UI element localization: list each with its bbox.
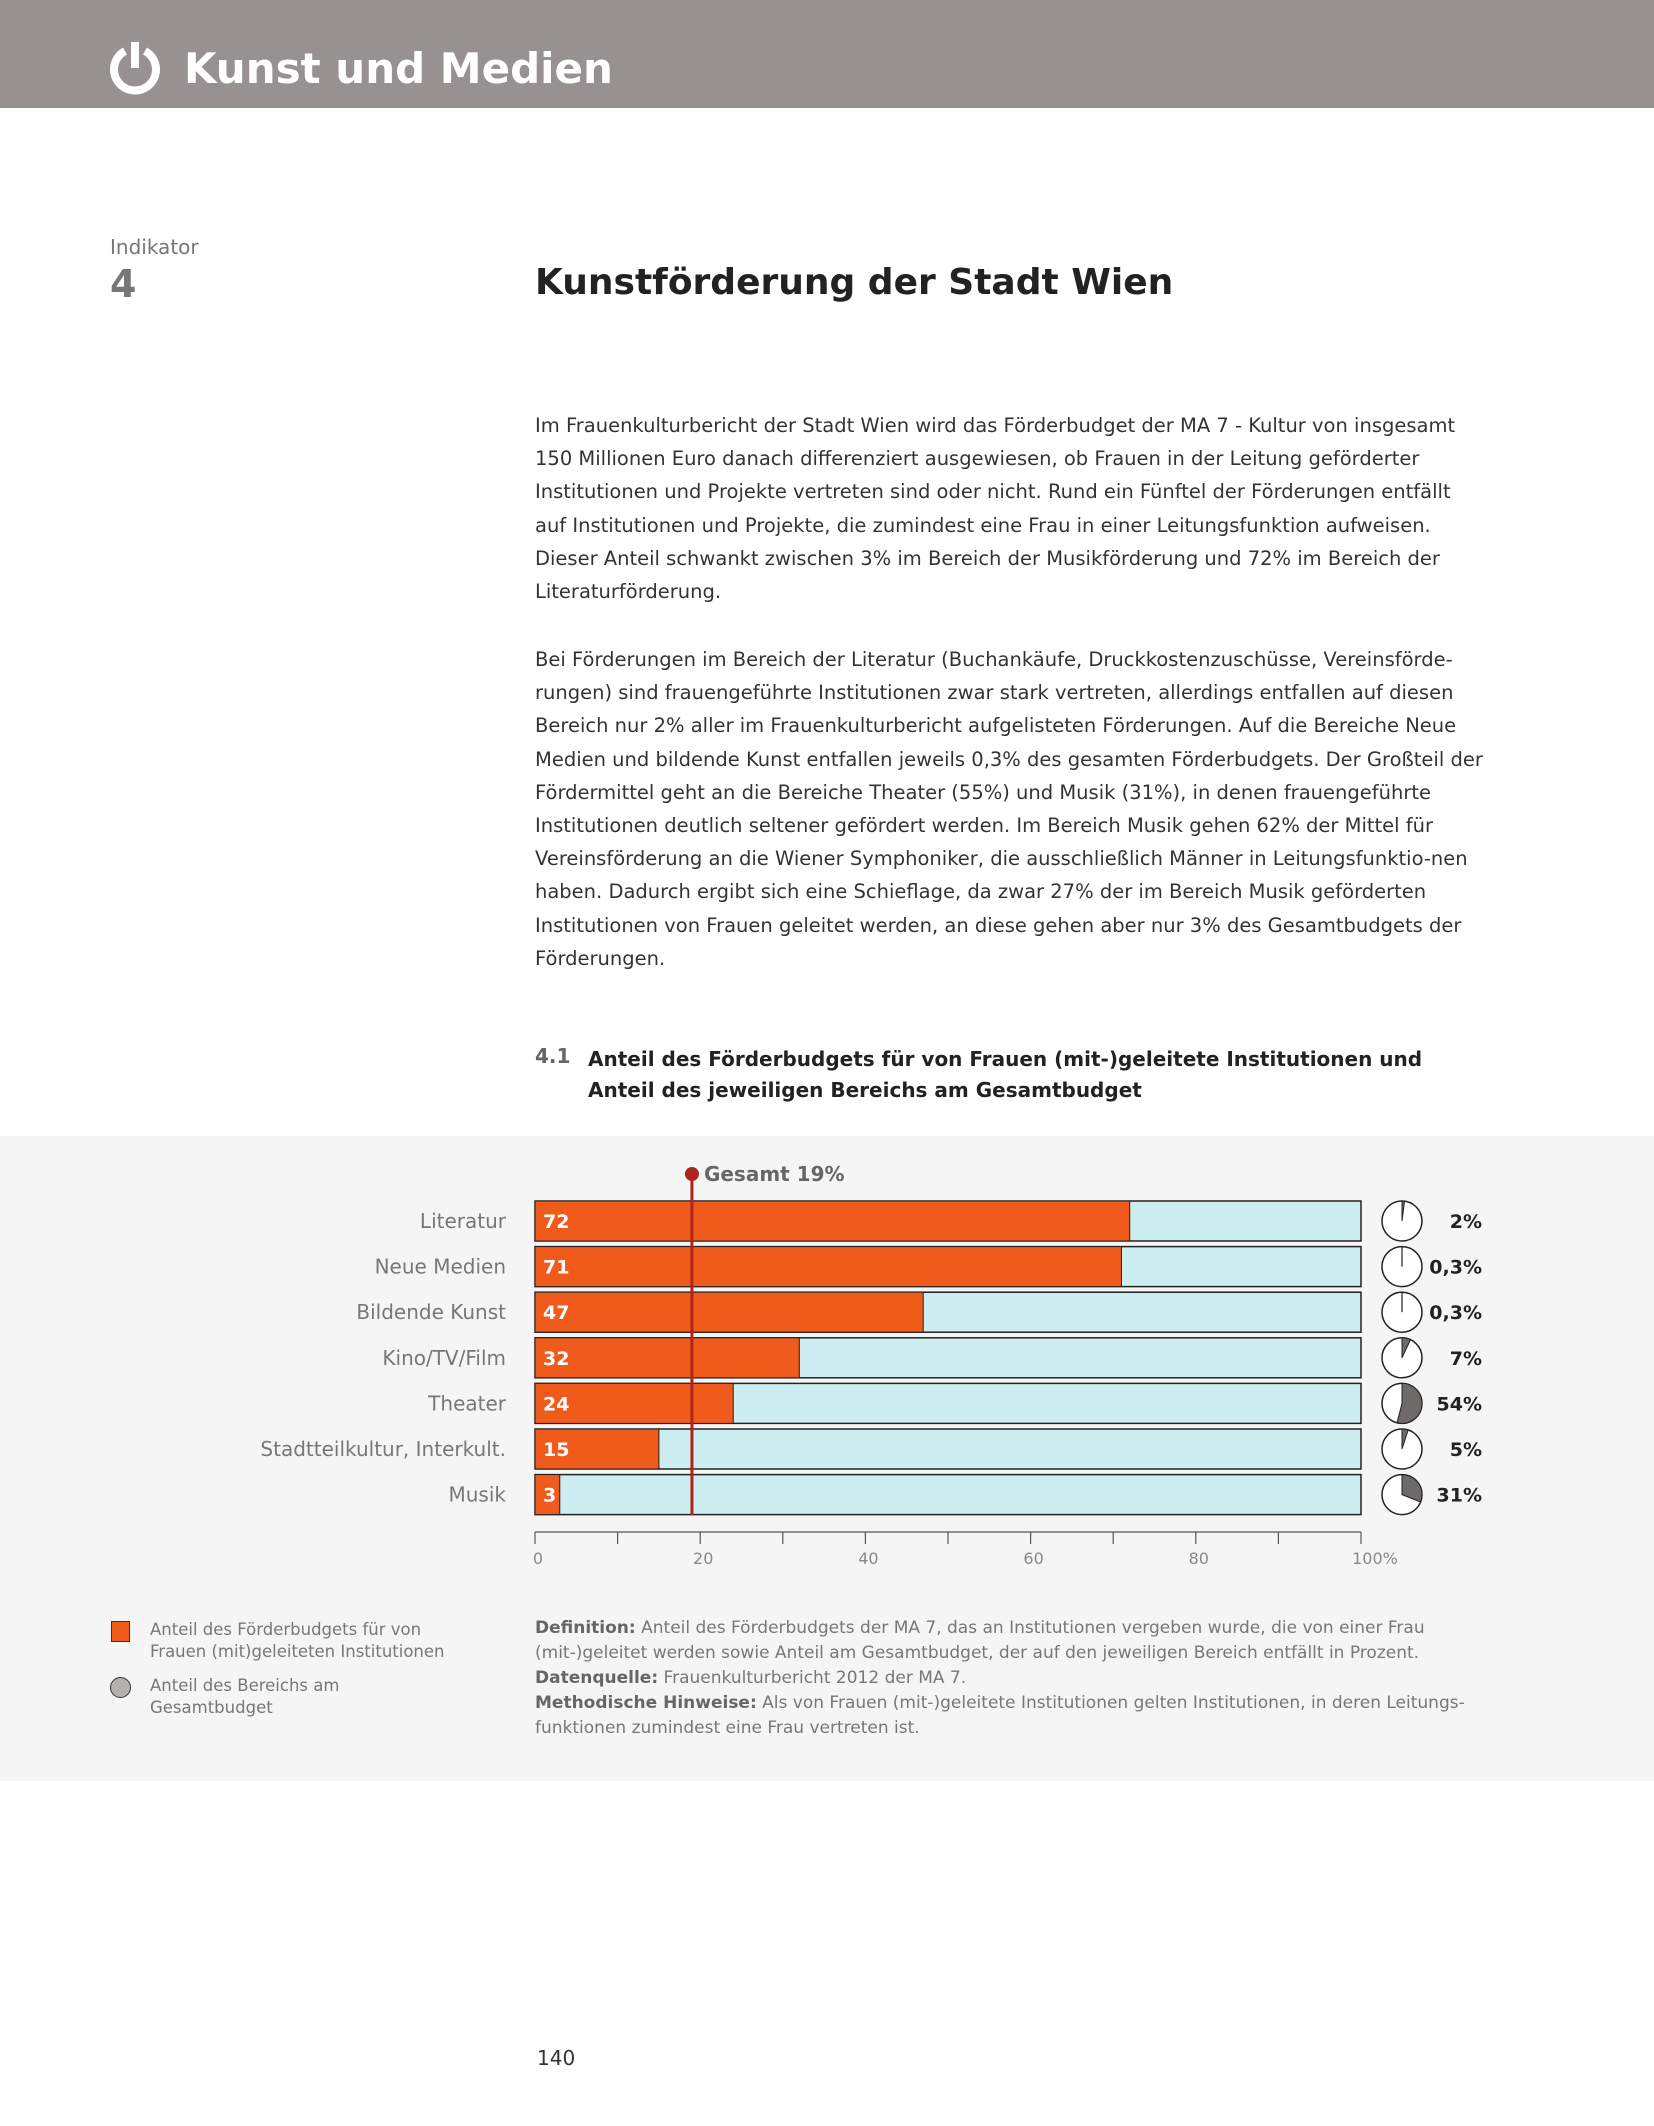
bar bbox=[534, 1382, 734, 1424]
x-tick-label: 100% bbox=[1352, 1549, 1398, 1568]
x-tick-label: 20 bbox=[693, 1549, 713, 1568]
bar bbox=[534, 1246, 1122, 1288]
source-text: Frauenkulturbericht 2012 der MA 7. bbox=[658, 1668, 967, 1688]
pie-value-label: 31% bbox=[1437, 1485, 1482, 1507]
bar-value-label: 3 bbox=[543, 1485, 556, 1507]
legend-swatch-bar bbox=[111, 1621, 130, 1642]
bar bbox=[534, 1200, 1131, 1242]
bar-value-label: 71 bbox=[543, 1257, 569, 1279]
pie-value-label: 54% bbox=[1437, 1393, 1482, 1415]
category-label: Neue Medien bbox=[375, 1255, 506, 1279]
pie-slice bbox=[1401, 1428, 1409, 1450]
legend-label-pie: Anteil des Bereichs am Gesamtbudget bbox=[150, 1676, 340, 1717]
section-title: Kunst und Medien bbox=[184, 44, 613, 93]
legend-label-bar: Anteil des Förderbudgets für von Frauen … bbox=[150, 1620, 445, 1661]
x-tick-label: 40 bbox=[858, 1549, 878, 1568]
definition-label: Definition: bbox=[535, 1618, 636, 1638]
category-label: Stadtteilkultur, Interkult. bbox=[260, 1437, 506, 1461]
legend-swatch-pie bbox=[110, 1677, 131, 1698]
chart-number: 4.1 bbox=[535, 1044, 571, 1068]
indicator-label: Indikator bbox=[110, 235, 199, 259]
pie-value-label: 5% bbox=[1450, 1439, 1482, 1461]
bar-value-label: 47 bbox=[543, 1302, 569, 1324]
bar-value-label: 15 bbox=[543, 1439, 569, 1461]
bar-remainder bbox=[534, 1473, 1362, 1516]
page-title: Kunstförderung der Stadt Wien bbox=[535, 262, 1174, 303]
bar-value-label: 24 bbox=[543, 1393, 569, 1415]
category-label: Literatur bbox=[420, 1209, 507, 1233]
method-label: Methodische Hinweise: bbox=[535, 1693, 757, 1713]
definition-text: Anteil des Förderbudgets der MA 7, das a… bbox=[535, 1618, 1425, 1663]
bar bbox=[534, 1337, 800, 1379]
x-tick-label: 60 bbox=[1023, 1549, 1043, 1568]
paragraph: Im Frauenkulturbericht der Stadt Wien wi… bbox=[535, 414, 1456, 604]
x-tick-label: 80 bbox=[1189, 1549, 1209, 1568]
category-label: Kino/TV/Film bbox=[382, 1346, 506, 1370]
power-icon bbox=[110, 42, 160, 95]
category-label: Theater bbox=[427, 1391, 507, 1415]
pie-value-label: 7% bbox=[1450, 1348, 1482, 1370]
x-tick-label: 0 bbox=[533, 1549, 543, 1568]
pie-slice bbox=[1401, 1474, 1423, 1503]
bar-value-label: 72 bbox=[543, 1211, 569, 1233]
pie-slice bbox=[1401, 1337, 1412, 1359]
source-label: Datenquelle: bbox=[535, 1668, 659, 1688]
indicator-number: 4 bbox=[110, 262, 137, 306]
method-text: Als von Frauen (mit-)geleitete Instituti… bbox=[535, 1693, 1465, 1738]
bar-remainder bbox=[534, 1428, 1362, 1470]
pie-value-label: 2% bbox=[1450, 1211, 1482, 1233]
category-label: Musik bbox=[449, 1483, 507, 1507]
category-label: Bildende Kunst bbox=[356, 1300, 506, 1324]
section-header: Kunst und Medien bbox=[0, 0, 1654, 108]
pie-value-label: 0,3% bbox=[1429, 1302, 1482, 1324]
bar bbox=[534, 1474, 561, 1516]
pie-slice bbox=[1396, 1382, 1423, 1424]
reference-marker bbox=[684, 1167, 699, 1181]
pie-slice bbox=[1401, 1200, 1406, 1222]
page-number: 140 bbox=[537, 2046, 576, 2070]
chart-notes: Definition: Anteil des Förderbudgets der… bbox=[535, 1616, 1485, 1741]
paragraph: Bei Förderungen im Bereich der Literatur… bbox=[535, 648, 1483, 970]
bar-chart: 72 Literatur 2% 71 Neue Medien 0,3% 47 Bildende… bbox=[260, 1162, 1482, 1568]
bar bbox=[534, 1291, 924, 1333]
chart-title: Anteil des Förderbudgets für von Frauen … bbox=[588, 1047, 1423, 1102]
bar bbox=[534, 1428, 660, 1470]
reference-label: Gesamt 19% bbox=[704, 1162, 845, 1186]
bar-value-label: 32 bbox=[543, 1348, 569, 1370]
pie-value-label: 0,3% bbox=[1429, 1257, 1482, 1279]
